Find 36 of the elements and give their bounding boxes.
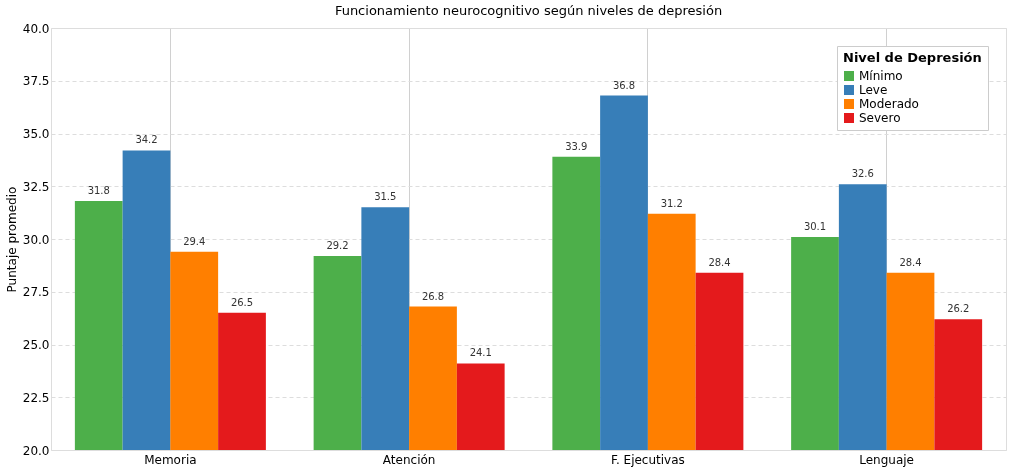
x-tick-label: F. Ejecutivas: [610, 452, 685, 467]
y-tick-label: 40.0: [22, 21, 50, 36]
data-label: 36.8: [612, 79, 636, 91]
data-label: 28.4: [899, 256, 922, 268]
x-tick-label: Atención: [382, 452, 436, 467]
data-label: 30.1: [803, 220, 827, 232]
data-label: 26.5: [230, 296, 254, 308]
y-tick-label: 20.0: [22, 443, 50, 458]
legend-label: Severo: [859, 111, 901, 125]
legend-label: Mínimo: [859, 69, 903, 83]
y-axis-title: Puntaje promedio: [4, 186, 19, 293]
data-label: 32.6: [851, 168, 874, 180]
legend-label: Moderado: [859, 97, 919, 111]
data-label: 31.8: [87, 185, 110, 197]
data-label: 26.8: [421, 290, 445, 302]
y-tick-label: 30.0: [22, 232, 50, 247]
data-label: 31.5: [374, 191, 397, 203]
legend-label: Leve: [859, 83, 888, 97]
data-label: 34.2: [135, 134, 158, 146]
y-tick-label: 32.5: [22, 179, 50, 194]
data-label: 24.1: [469, 347, 492, 359]
data-label: 26.2: [947, 303, 970, 315]
y-tick-label: 35.0: [22, 127, 50, 141]
data-label: 29.2: [326, 239, 349, 251]
y-tick-label: 27.5: [22, 285, 50, 300]
legend-title: Nivel de Depresión: [843, 50, 982, 65]
y-tick-label: 37.5: [22, 74, 50, 89]
x-tick-label: Lenguaje: [859, 452, 915, 467]
y-tick-label: 25.0: [22, 338, 50, 352]
data-label: 29.4: [183, 235, 206, 247]
x-tick-label: Memoria: [144, 452, 197, 467]
data-label: 28.4: [708, 256, 731, 268]
y-tick-label: 22.5: [22, 390, 50, 405]
data-label: 33.9: [565, 140, 588, 152]
data-label: 31.2: [660, 197, 683, 209]
chart-title: Funcionamiento neurocognitivo según niveles de depresión: [334, 3, 723, 18]
